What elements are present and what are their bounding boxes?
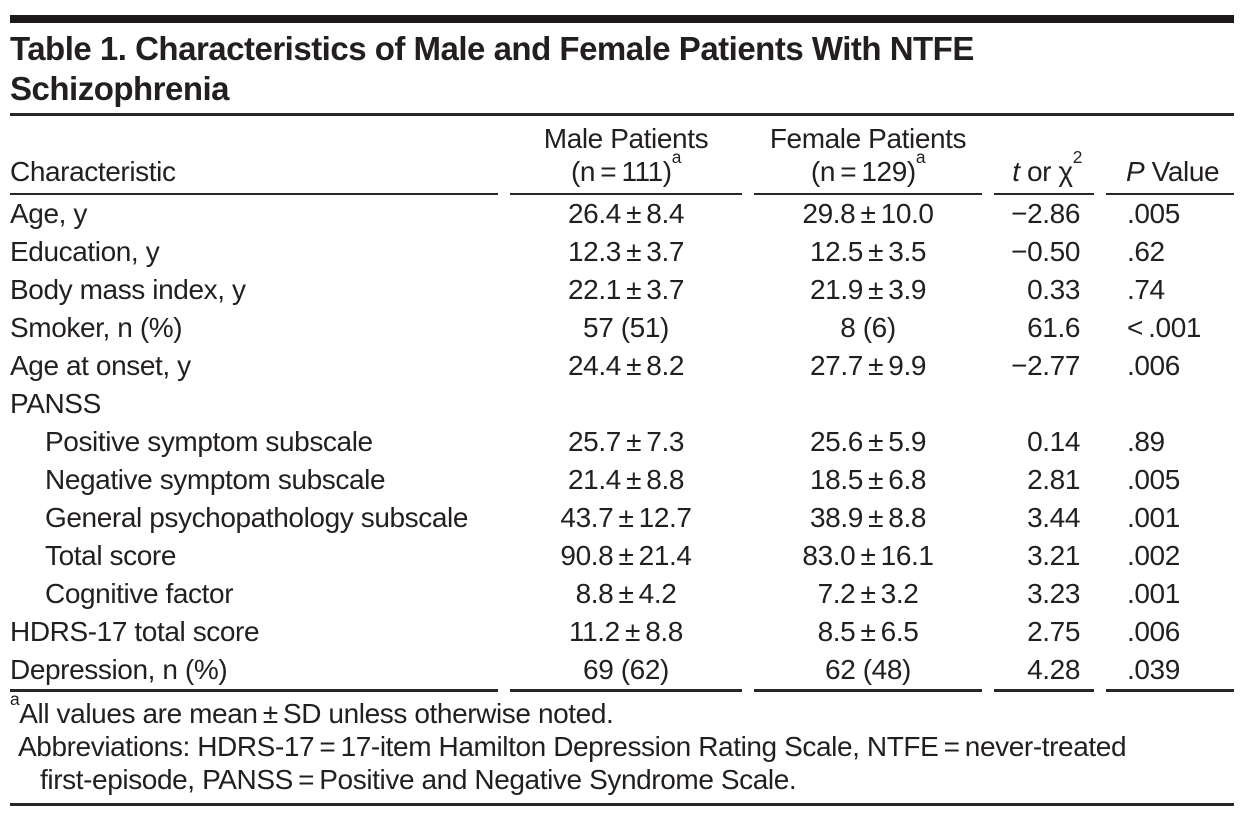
cell-female: 62 (48) bbox=[754, 651, 982, 692]
cell-statistic: 2.75 bbox=[1027, 616, 1080, 647]
cell-characteristic: PANSS bbox=[10, 388, 101, 419]
table-row: HDRS-17 total score 11.2 ± 8.8 8.5 ± 6.5… bbox=[10, 613, 1234, 651]
cell-male bbox=[510, 385, 742, 423]
cell-female: 21.9 ± 3.9 bbox=[810, 274, 926, 305]
cell-male: 90.8 ± 21.4 bbox=[560, 540, 692, 571]
cell-characteristic: Depression, n (%) bbox=[10, 651, 498, 692]
table-header: Characteristic Male Patients (n = 111)a … bbox=[10, 116, 1234, 195]
cell-p-value: .62 bbox=[1127, 236, 1165, 267]
cell-male: 21.4 ± 8.8 bbox=[568, 464, 684, 495]
table-row: General psychopathology subscale 43.7 ± … bbox=[10, 499, 1234, 537]
cell-female: 83.0 ± 16.1 bbox=[802, 540, 934, 571]
cell-characteristic: Total score bbox=[45, 540, 176, 571]
table-title: Table 1. Characteristics of Male and Fem… bbox=[10, 30, 974, 107]
cell-statistic: 3.23 bbox=[1027, 578, 1080, 609]
table-row: Depression, n (%) 69 (62) 62 (48) 4.28 .… bbox=[10, 651, 1234, 692]
cell-female: 29.8 ± 10.0 bbox=[802, 198, 934, 229]
cell-statistic: 0.33 bbox=[1027, 274, 1080, 305]
cell-male: 25.7 ± 7.3 bbox=[568, 426, 684, 457]
cell-characteristic: Education, y bbox=[10, 236, 160, 267]
column-header-characteristic: Characteristic bbox=[10, 116, 498, 195]
cell-statistic: 4.28 bbox=[994, 651, 1094, 692]
footnote-marker-a: a bbox=[671, 146, 682, 167]
table-section-row: PANSS bbox=[10, 385, 1234, 423]
cell-p-value: .005 bbox=[1127, 198, 1180, 229]
cell-p-value: < .001 bbox=[1127, 312, 1202, 343]
cell-p-value bbox=[1106, 385, 1234, 423]
footnote-abbreviations-line2: first-episode, PANSS = Positive and Nega… bbox=[40, 764, 797, 795]
cell-male: 26.4 ± 8.4 bbox=[568, 198, 684, 229]
cell-female: 38.9 ± 8.8 bbox=[810, 502, 926, 533]
column-header-statistic: t or χ2 bbox=[994, 116, 1094, 195]
cell-characteristic: Positive symptom subscale bbox=[45, 426, 373, 457]
cell-statistic: 3.21 bbox=[1027, 540, 1080, 571]
chi-square-exponent: 2 bbox=[1072, 146, 1083, 167]
cell-statistic: 61.6 bbox=[1027, 312, 1080, 343]
cell-female: 7.2 ± 3.2 bbox=[817, 578, 919, 609]
cell-p-value: .002 bbox=[1127, 540, 1180, 571]
cell-male: 24.4 ± 8.2 bbox=[568, 350, 684, 381]
column-header-male: Male Patients (n = 111)a bbox=[510, 116, 742, 195]
cell-statistic: −2.77 bbox=[1011, 350, 1080, 381]
cell-male: 69 (62) bbox=[510, 651, 742, 692]
table-row: Total score 90.8 ± 21.4 83.0 ± 16.1 3.21… bbox=[10, 537, 1234, 575]
table-row: Body mass index, y 22.1 ± 3.7 21.9 ± 3.9… bbox=[10, 271, 1234, 309]
cell-statistic: −0.50 bbox=[1011, 236, 1080, 267]
cell-statistic: 0.14 bbox=[1027, 426, 1080, 457]
cell-p-value: .005 bbox=[1127, 464, 1180, 495]
top-rule-bar bbox=[10, 15, 1234, 23]
table-row: Positive symptom subscale 25.7 ± 7.3 25.… bbox=[10, 423, 1234, 461]
cell-p-value: .006 bbox=[1127, 616, 1180, 647]
cell-p-value: .006 bbox=[1127, 350, 1180, 381]
cell-female: 8.5 ± 6.5 bbox=[817, 616, 919, 647]
table-row: Cognitive factor 8.8 ± 4.2 7.2 ± 3.2 3.2… bbox=[10, 575, 1234, 613]
table-row: Negative symptom subscale 21.4 ± 8.8 18.… bbox=[10, 461, 1234, 499]
cell-p-value: .039 bbox=[1106, 651, 1234, 692]
cell-male: 22.1 ± 3.7 bbox=[568, 274, 684, 305]
cell-characteristic: Age at onset, y bbox=[10, 350, 191, 381]
cell-p-value: .001 bbox=[1127, 578, 1180, 609]
journal-table-page: Table 1. Characteristics of Male and Fem… bbox=[0, 15, 1244, 806]
footnote-marker-a: a bbox=[915, 146, 926, 167]
cell-male: 11.2 ± 8.8 bbox=[569, 616, 683, 647]
cell-characteristic: Negative symptom subscale bbox=[45, 464, 386, 495]
title-divider bbox=[10, 113, 1234, 116]
cell-female: 25.6 ± 5.9 bbox=[810, 426, 926, 457]
footnote-abbreviations-line1: Abbreviations: HDRS-17 = 17-item Hamilto… bbox=[18, 731, 1127, 762]
cell-female bbox=[754, 385, 982, 423]
column-header-p-value: P Value bbox=[1106, 116, 1234, 195]
cell-male: 12.3 ± 3.7 bbox=[568, 236, 684, 267]
cell-p-value: .74 bbox=[1127, 274, 1165, 305]
cell-male: 43.7 ± 12.7 bbox=[560, 502, 692, 533]
table-row: Age at onset, y 24.4 ± 8.2 27.7 ± 9.9 −2… bbox=[10, 347, 1234, 385]
cell-female: 12.5 ± 3.5 bbox=[810, 236, 926, 267]
cell-characteristic: General psychopathology subscale bbox=[45, 502, 469, 533]
cell-statistic: −2.86 bbox=[1011, 198, 1080, 229]
characteristics-table: Characteristic Male Patients (n = 111)a … bbox=[0, 116, 1244, 692]
cell-female: 27.7 ± 9.9 bbox=[810, 350, 926, 381]
cell-characteristic: HDRS-17 total score bbox=[10, 616, 260, 647]
column-header-female: Female Patients (n = 129)a bbox=[754, 116, 982, 195]
footnote-marker-a: a bbox=[10, 688, 20, 709]
table-row: Education, y 12.3 ± 3.7 12.5 ± 3.5 −0.50… bbox=[10, 233, 1234, 271]
cell-statistic: 2.81 bbox=[1027, 464, 1080, 495]
table-row: Age, y 26.4 ± 8.4 29.8 ± 10.0 −2.86 .005 bbox=[10, 195, 1234, 233]
footnote-values: aAll values are mean ± SD unless otherwi… bbox=[10, 688, 614, 729]
table-footnotes: aAll values are mean ± SD unless otherwi… bbox=[10, 688, 1234, 806]
cell-characteristic: Cognitive factor bbox=[45, 578, 234, 609]
cell-male: 57 (51) bbox=[583, 312, 669, 343]
cell-characteristic: Body mass index, y bbox=[10, 274, 246, 305]
cell-female: 8 (6) bbox=[840, 312, 896, 343]
cell-characteristic: Age, y bbox=[10, 198, 87, 229]
cell-male: 8.8 ± 4.2 bbox=[575, 578, 677, 609]
table-row: Smoker, n (%) 57 (51) 8 (6) 61.6 < .001 bbox=[10, 309, 1234, 347]
cell-female: 18.5 ± 6.8 bbox=[810, 464, 926, 495]
cell-characteristic: Smoker, n (%) bbox=[10, 312, 183, 343]
cell-p-value: .89 bbox=[1127, 426, 1165, 457]
table-body: Age, y 26.4 ± 8.4 29.8 ± 10.0 −2.86 .005… bbox=[10, 195, 1234, 692]
cell-p-value: .001 bbox=[1127, 502, 1180, 533]
cell-statistic bbox=[994, 385, 1094, 423]
cell-statistic: 3.44 bbox=[1027, 502, 1080, 533]
